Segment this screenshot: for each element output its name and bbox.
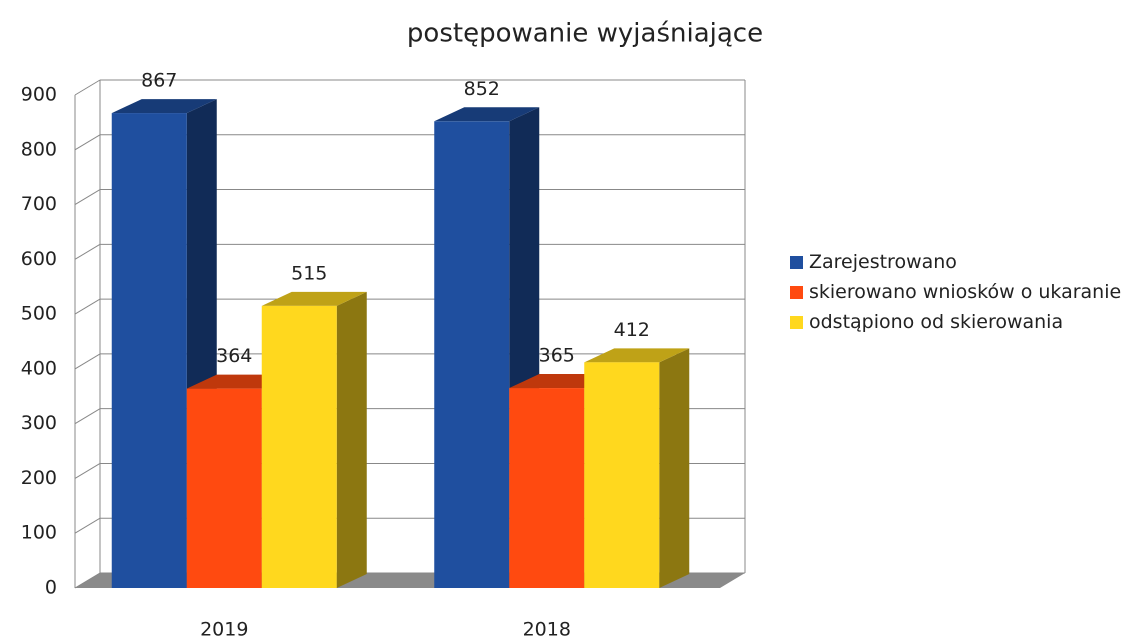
bar-side — [659, 348, 690, 588]
y-tick-label: 300 — [21, 412, 57, 434]
legend-item: Zarejestrowano — [790, 250, 1130, 274]
x-tick-label: 2019 — [200, 619, 248, 637]
bar-top — [261, 291, 367, 306]
y-tick-label: 0 — [45, 577, 57, 599]
value-label: 852 — [464, 78, 500, 100]
grid-line-side — [74, 353, 101, 370]
grid-line-side — [74, 189, 101, 205]
value-label: 412 — [614, 319, 650, 341]
y-tick-label: 400 — [21, 357, 57, 379]
bar — [584, 362, 660, 588]
bar-side — [336, 291, 367, 588]
value-label: 364 — [216, 345, 252, 367]
legend-label: odstąpiono od skierowania — [809, 311, 1064, 333]
bar-top — [434, 107, 540, 122]
grid-line-side — [74, 572, 101, 589]
value-label: 867 — [141, 70, 177, 92]
bar-top — [111, 99, 217, 114]
grid-line-side — [74, 134, 101, 151]
bar — [261, 305, 337, 588]
grid-line-side — [74, 408, 101, 425]
legend-swatch — [790, 316, 803, 329]
bar — [111, 113, 187, 589]
legend-label: skierowano wniosków o ukaranie — [809, 281, 1122, 303]
grid-line-side — [74, 298, 101, 315]
value-label: 365 — [539, 345, 575, 367]
y-tick-label: 100 — [21, 522, 57, 544]
grid-line-side — [74, 243, 101, 260]
legend-item: odstąpiono od skierowania — [790, 310, 1130, 334]
y-tick-label: 600 — [21, 248, 57, 270]
legend-swatch — [790, 286, 803, 299]
x-tick-label: 2018 — [523, 619, 571, 637]
y-tick-label: 500 — [21, 303, 57, 325]
y-tick-label: 800 — [21, 138, 57, 160]
legend-label: Zarejestrowano — [809, 251, 957, 273]
bar — [509, 388, 585, 588]
bar-top — [584, 348, 690, 363]
legend-swatch — [790, 256, 803, 269]
grid-line-side — [74, 463, 101, 479]
value-label: 515 — [291, 262, 327, 284]
chart-title: postępowanie wyjaśniające — [407, 19, 763, 49]
grid-line-side — [74, 79, 101, 96]
grid-line-side — [74, 517, 101, 534]
y-tick-label: 700 — [21, 193, 57, 215]
bar — [434, 121, 510, 588]
y-tick-label: 200 — [21, 467, 57, 489]
bar — [186, 388, 262, 588]
legend: Zarejestrowano skierowano wniosków o ukar… — [790, 250, 1130, 340]
y-tick-label: 900 — [21, 84, 57, 106]
legend-item: skierowano wniosków o ukaranie — [790, 280, 1130, 304]
